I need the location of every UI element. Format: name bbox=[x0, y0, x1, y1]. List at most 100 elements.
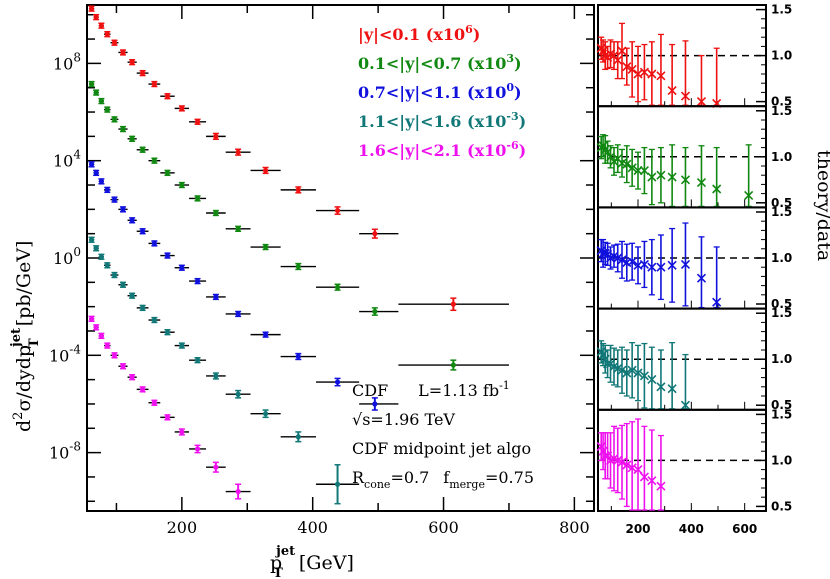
data-point bbox=[262, 332, 269, 338]
x-tick-label: 600 bbox=[428, 518, 459, 537]
legend-entry: 1.1<|y|<1.6 (x10-3) bbox=[358, 110, 526, 131]
data-point bbox=[372, 231, 378, 237]
ratio-marker bbox=[696, 273, 707, 283]
data-point bbox=[93, 324, 99, 330]
ratio-marker bbox=[667, 172, 677, 182]
ratio-marker bbox=[667, 384, 677, 394]
data-point bbox=[93, 89, 99, 96]
ratio-marker bbox=[613, 363, 623, 373]
data-point bbox=[98, 178, 104, 184]
data-point bbox=[120, 206, 126, 212]
data-point bbox=[295, 353, 301, 360]
data-point bbox=[450, 362, 456, 368]
ratio-marker bbox=[647, 374, 657, 385]
legend-entry: 0.1<|y|<0.7 (x103) bbox=[358, 52, 522, 73]
ratio-marker bbox=[647, 69, 657, 79]
y-tick-label: 104 bbox=[53, 148, 81, 171]
ratio-panel-blue: 0.5 1.0 1.5 bbox=[596, 205, 792, 311]
data-point bbox=[334, 207, 341, 214]
data-point bbox=[450, 301, 456, 307]
data-point bbox=[372, 308, 378, 315]
ratio-y-tick-label: 0.5 bbox=[771, 297, 792, 311]
data-point bbox=[235, 488, 241, 495]
x-tick-label: 200 bbox=[167, 518, 198, 537]
ratio-panel-green: 0.5 1.0 1.5 bbox=[596, 104, 792, 210]
ratio-y-tick-label: 1.5 bbox=[771, 205, 792, 219]
ratio-y-axis-label: theory/data bbox=[813, 150, 830, 261]
ratio-marker bbox=[639, 259, 649, 270]
ratio-y-tick-label: 1.5 bbox=[771, 104, 792, 118]
ratio-marker bbox=[627, 365, 637, 375]
ratio-marker bbox=[609, 453, 619, 464]
ratio-marker bbox=[609, 251, 619, 261]
data-point bbox=[179, 429, 185, 435]
ratio-marker bbox=[639, 67, 649, 77]
data-point bbox=[164, 170, 171, 176]
data-point bbox=[120, 126, 126, 132]
data-point bbox=[98, 333, 104, 339]
ratio-marker bbox=[622, 62, 632, 72]
x-axis-label: pjet T [GeV] bbox=[270, 544, 354, 579]
data-point bbox=[129, 217, 135, 223]
data-point bbox=[262, 244, 269, 250]
data-point bbox=[129, 293, 135, 299]
data-point bbox=[98, 254, 104, 260]
data-point bbox=[334, 481, 341, 487]
data-point bbox=[104, 107, 110, 113]
data-point bbox=[88, 6, 95, 12]
data-point bbox=[93, 170, 99, 176]
lumi-note: CDF L=1.13 fb-1 bbox=[352, 379, 510, 400]
ratio-marker bbox=[647, 262, 657, 272]
data-point bbox=[213, 210, 219, 216]
ratio-marker bbox=[596, 442, 606, 452]
algo-note: CDF midpoint jet algo bbox=[352, 439, 531, 458]
data-point bbox=[194, 119, 201, 125]
data-point bbox=[235, 311, 241, 317]
ratio-marker bbox=[647, 476, 657, 486]
data-point bbox=[164, 329, 171, 335]
ratio-panel-magenta: 0.5 1.0 1.5 bbox=[596, 407, 792, 513]
data-point bbox=[194, 195, 201, 201]
data-point bbox=[93, 245, 99, 251]
data-point bbox=[104, 31, 110, 37]
data-point bbox=[129, 59, 135, 65]
ratio-marker bbox=[667, 85, 677, 96]
ratio-marker bbox=[627, 463, 637, 473]
ratio-marker bbox=[639, 371, 649, 381]
y-tick-label: 10-8 bbox=[49, 440, 81, 463]
x-tick-label: 800 bbox=[559, 518, 590, 537]
ratio-y-tick-label: 1.5 bbox=[771, 3, 792, 17]
ratio-x-tick-label: 600 bbox=[732, 522, 757, 536]
ratio-marker bbox=[647, 172, 657, 182]
ratio-marker bbox=[609, 361, 619, 372]
data-point bbox=[151, 240, 157, 247]
ratio-marker bbox=[627, 163, 637, 173]
data-point bbox=[179, 182, 185, 188]
data-point bbox=[140, 228, 146, 234]
y-tick-label: 10-4 bbox=[49, 342, 81, 365]
data-point bbox=[111, 352, 118, 358]
run-annotations: CDF L=1.13 fb-1 √s=1.96 TeV CDF midpoint je… bbox=[352, 379, 534, 491]
data-point bbox=[104, 342, 110, 349]
data-point bbox=[334, 379, 341, 385]
ratio-y-tick-label: 1.0 bbox=[771, 453, 792, 467]
data-point bbox=[295, 434, 301, 440]
legend-entry: 0.7<|y|<1.1 (x100) bbox=[358, 81, 522, 102]
data-point bbox=[104, 262, 110, 268]
data-point bbox=[88, 161, 95, 167]
data-point bbox=[120, 282, 126, 288]
data-point bbox=[235, 391, 241, 397]
data-point bbox=[120, 49, 126, 56]
ratio-marker bbox=[656, 262, 666, 272]
data-point bbox=[98, 23, 104, 29]
y-tick-label: 100 bbox=[53, 245, 81, 268]
data-point bbox=[194, 446, 201, 452]
ratio-marker bbox=[633, 368, 643, 378]
x-tick-label: 400 bbox=[297, 518, 328, 537]
ratio-marker bbox=[656, 382, 666, 392]
ratio-y-tick-label: 0.5 bbox=[771, 196, 792, 210]
data-point bbox=[140, 70, 146, 76]
ratio-y-tick-label: 0.5 bbox=[771, 499, 792, 513]
data-point bbox=[179, 342, 185, 349]
ratio-marker bbox=[667, 260, 677, 270]
